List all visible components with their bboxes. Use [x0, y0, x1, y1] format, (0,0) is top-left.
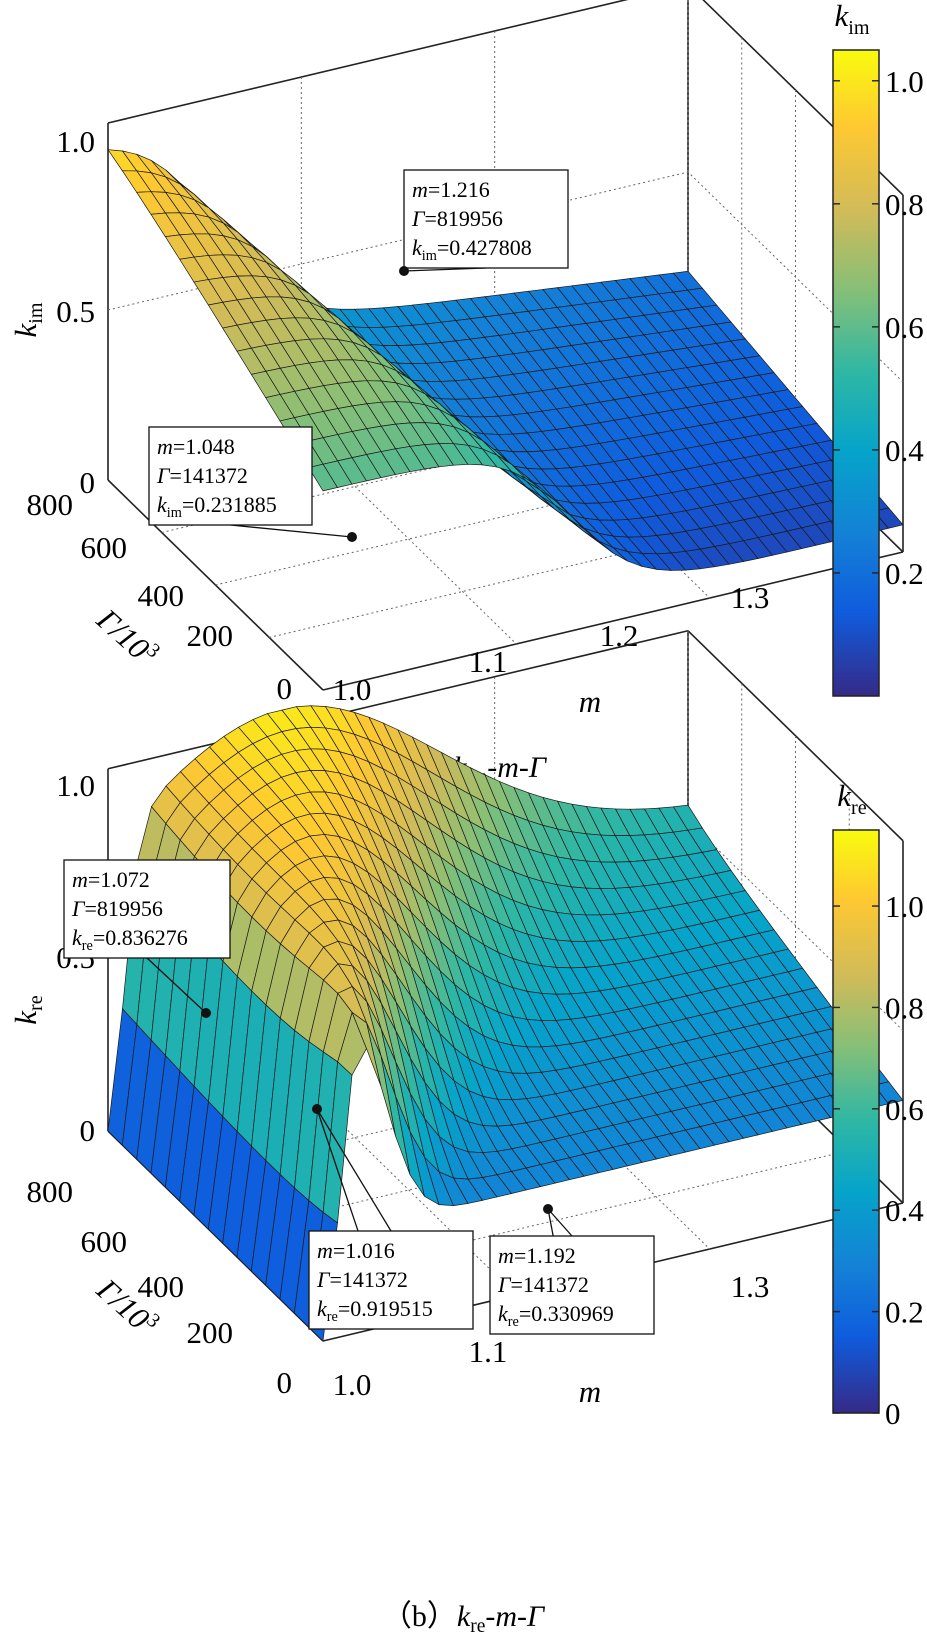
x-tick-label: 1.0	[333, 1367, 372, 1402]
axis-edge	[107, 0, 629, 124]
annotation-line: kre=0.836276	[72, 925, 188, 954]
annotation-box	[308, 1230, 474, 1330]
z-tick-label: 0.5	[56, 294, 95, 329]
colorbar-tick-label: 0	[885, 1396, 901, 1431]
panel-b: 00.51.01.01.11.21.30200400600800kremΓ/10…	[8, 629, 924, 1637]
colorbar: kim 1.0 0.8 0.6 0.4 0.2	[832, 0, 924, 697]
annotation-line: Γ=819956	[71, 896, 163, 921]
colorbar-tick-label: 0.8	[885, 187, 924, 222]
z-axis-label-text: kim	[8, 302, 47, 337]
annotation-line: kre=0.919515	[317, 1296, 433, 1325]
annotation-line: m=1.216	[412, 177, 490, 202]
axis-edge	[107, 629, 689, 770]
colorbar-tick-label: 0.4	[885, 1193, 924, 1228]
y-tick-label: 600	[81, 530, 128, 565]
z-tick-label: 1.0	[56, 124, 95, 159]
colorbar-tick-label: 0.2	[885, 1295, 924, 1330]
annotation-b1: m=1.072 Γ=819956 kre=0.836276	[63, 859, 231, 1018]
annotation-line: kim=0.427808	[412, 235, 532, 264]
annotation-marker	[399, 266, 409, 276]
annotation-marker	[347, 532, 357, 542]
annotation-line: Γ=819956	[411, 206, 503, 231]
grid-line	[269, 1150, 850, 1289]
colorbar-title: kim	[834, 0, 869, 39]
x-axis-label: m	[579, 684, 601, 719]
y-tick-label: 200	[187, 618, 234, 653]
z-axis-label: kim	[8, 302, 47, 337]
annotation-marker	[201, 1008, 211, 1018]
y-tick-label: 800	[27, 487, 74, 522]
colorbar-tick-label: 0.6	[885, 310, 924, 345]
annotation-b3: m=1.192 Γ=141372 kre=0.330969	[489, 1204, 655, 1335]
y-tick-label: 800	[27, 1174, 74, 1209]
x-tick-label: 1.0	[333, 672, 372, 707]
surface	[107, 149, 904, 571]
annotation-line: m=1.016	[317, 1238, 395, 1263]
annotation-line: Γ=141372	[497, 1272, 589, 1297]
annotation-marker	[543, 1204, 553, 1214]
annotation-leader	[316, 1108, 392, 1232]
x-tick-label: 1.3	[731, 1269, 770, 1304]
annotation-leader	[547, 1208, 573, 1237]
colorbar-tick-label: 1.0	[885, 64, 924, 99]
annotation-a1: m=1.216 Γ=819956 kim=0.427808	[399, 169, 569, 276]
x-tick-label: 1.1	[469, 644, 508, 679]
axis-edge	[322, 551, 904, 691]
z-tick-label: 1.0	[56, 768, 95, 803]
axis-edge	[687, 630, 904, 842]
annotation-leader	[230, 524, 353, 538]
annotation-box	[403, 169, 569, 269]
y-tick-label: 200	[187, 1315, 234, 1350]
annotation-line: m=1.048	[157, 434, 235, 459]
annotation-line: Γ=141372	[156, 463, 248, 488]
y-tick-label: 400	[138, 578, 185, 613]
annotation-b2: m=1.016 Γ=141372 kre=0.919515	[308, 1104, 474, 1330]
grid-line	[107, 171, 904, 383]
y-tick-label: 400	[138, 1269, 185, 1304]
annotation-box	[148, 426, 313, 526]
annotation-line: Γ=141372	[316, 1267, 408, 1292]
colorbar-title: kre	[837, 778, 866, 819]
colorbar-tick-label: 1.0	[885, 889, 924, 924]
caption: （b）kre-m-Γ	[382, 1600, 546, 1637]
panel-a: 00.51.01.01.11.21.30200400600800kimmΓ/10…	[8, 0, 924, 788]
y-tick-label: 0	[277, 1365, 293, 1400]
y-tick-label: 0	[277, 671, 293, 706]
annotation-box	[489, 1235, 655, 1335]
z-tick-label: 0	[80, 465, 96, 500]
annotation-line: kre=0.330969	[498, 1301, 614, 1330]
colorbar-tick-label: 0.8	[885, 990, 924, 1025]
colorbar-tick-label: 0.2	[885, 556, 924, 591]
annotation-line: kim=0.231885	[157, 492, 277, 521]
z-tick-label: 0	[80, 1113, 96, 1148]
x-tick-label: 1.3	[731, 580, 770, 615]
annotation-box	[63, 859, 231, 959]
colorbar: kre 1.0 0.8 0.6 0.4 0.2 0	[832, 778, 924, 1431]
z-axis-label: kre	[8, 995, 47, 1024]
colorbar-tick-label: 0.6	[885, 1092, 924, 1127]
annotation-a2: m=1.048 Γ=141372 kim=0.231885	[148, 426, 357, 542]
surface	[107, 705, 904, 1342]
annotation-line: m=1.072	[72, 867, 150, 892]
colorbar-gradient	[832, 49, 880, 697]
colorbar-tick-label: 0.4	[885, 433, 924, 468]
z-axis-label-text: kre	[8, 995, 47, 1024]
colorbar-gradient	[832, 829, 880, 1414]
x-tick-label: 1.1	[469, 1334, 508, 1369]
y-tick-label: 600	[81, 1224, 128, 1259]
annotation-leader	[146, 957, 207, 1014]
annotation-marker	[312, 1104, 322, 1114]
annotation-line: m=1.192	[498, 1243, 576, 1268]
x-axis-label: m	[579, 1374, 601, 1409]
